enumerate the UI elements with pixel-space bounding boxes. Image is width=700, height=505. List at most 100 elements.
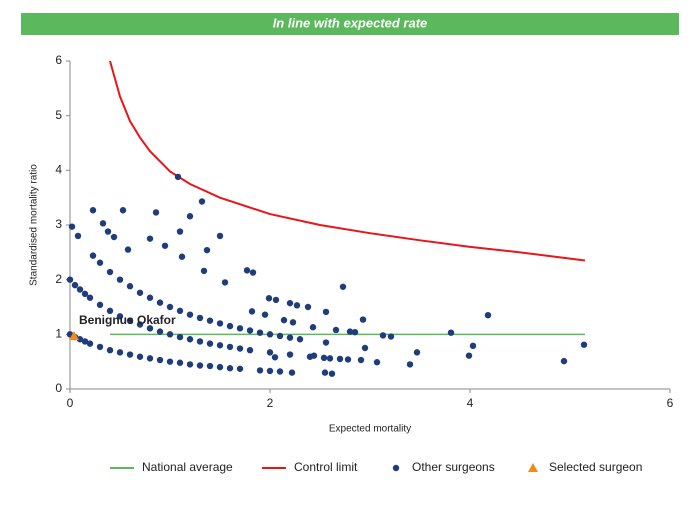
point [406, 361, 414, 368]
point [339, 283, 347, 290]
point [116, 276, 124, 283]
point [484, 312, 492, 319]
x-axis-label: Expected mortality [329, 424, 411, 435]
point [266, 349, 274, 356]
point [206, 340, 214, 347]
point [68, 223, 76, 230]
y-tick-label: 4 [55, 163, 62, 177]
point [216, 342, 224, 349]
legend-swatch [528, 463, 538, 472]
x-tick-label: 2 [267, 396, 274, 410]
y-tick-label: 6 [55, 53, 62, 67]
point [322, 339, 330, 346]
point [336, 355, 344, 363]
point [248, 308, 256, 315]
point [320, 354, 328, 362]
point [413, 349, 421, 356]
point [249, 269, 257, 276]
y-tick-label: 2 [55, 272, 62, 286]
point [96, 343, 104, 351]
point [206, 317, 214, 324]
point [166, 331, 174, 338]
selected-point [69, 330, 79, 340]
point [126, 317, 134, 324]
point [261, 311, 269, 318]
point [266, 331, 274, 338]
point [99, 220, 107, 227]
legend-swatch [392, 464, 400, 472]
point [361, 344, 369, 352]
point [104, 228, 112, 235]
x-tick-label: 0 [67, 396, 74, 410]
point [272, 296, 280, 304]
y-axis-label: Standardised mortality ratio [29, 164, 40, 286]
point [76, 286, 84, 293]
point [81, 290, 89, 298]
point [359, 316, 367, 323]
point [379, 332, 387, 339]
point [174, 173, 182, 181]
point [161, 242, 169, 249]
annotation: Benignus Okafor [79, 313, 176, 327]
point [116, 349, 124, 356]
point [373, 359, 381, 366]
point [156, 299, 164, 306]
point [126, 283, 134, 290]
point [216, 232, 224, 240]
legend-label: National average [142, 460, 233, 474]
point [560, 357, 568, 365]
point [309, 324, 317, 331]
point [86, 340, 94, 347]
point [328, 370, 336, 377]
point [243, 267, 251, 274]
point [265, 295, 273, 302]
point [136, 353, 144, 360]
point [136, 289, 144, 296]
point [74, 232, 82, 240]
point [146, 355, 154, 362]
point [296, 336, 304, 343]
point [236, 365, 244, 372]
point [326, 355, 334, 362]
point [186, 213, 194, 220]
point [447, 329, 455, 336]
point [256, 367, 264, 374]
point [351, 328, 359, 336]
point [156, 328, 164, 335]
point [206, 362, 214, 370]
point [198, 198, 206, 205]
point [146, 235, 154, 242]
point [178, 253, 186, 260]
point [321, 369, 329, 376]
point [221, 279, 229, 286]
legend-label: Control limit [294, 460, 358, 474]
point [246, 327, 254, 334]
point [119, 207, 127, 214]
point [76, 336, 84, 343]
point [226, 365, 234, 372]
point [216, 363, 224, 371]
point [126, 351, 134, 358]
point [310, 352, 318, 359]
point [332, 326, 340, 334]
point [186, 311, 194, 318]
point [289, 319, 297, 326]
point [293, 302, 301, 309]
point [286, 351, 294, 358]
point [89, 252, 97, 259]
y-tick-label: 0 [55, 381, 62, 395]
point [186, 336, 194, 343]
point [66, 276, 74, 283]
point [276, 332, 284, 340]
point [387, 333, 395, 340]
point [256, 329, 264, 336]
point [116, 313, 124, 320]
point [280, 316, 288, 324]
point [346, 328, 354, 335]
point [176, 359, 184, 366]
point [236, 345, 244, 352]
point [106, 346, 114, 354]
point [216, 320, 224, 327]
point [322, 308, 330, 316]
